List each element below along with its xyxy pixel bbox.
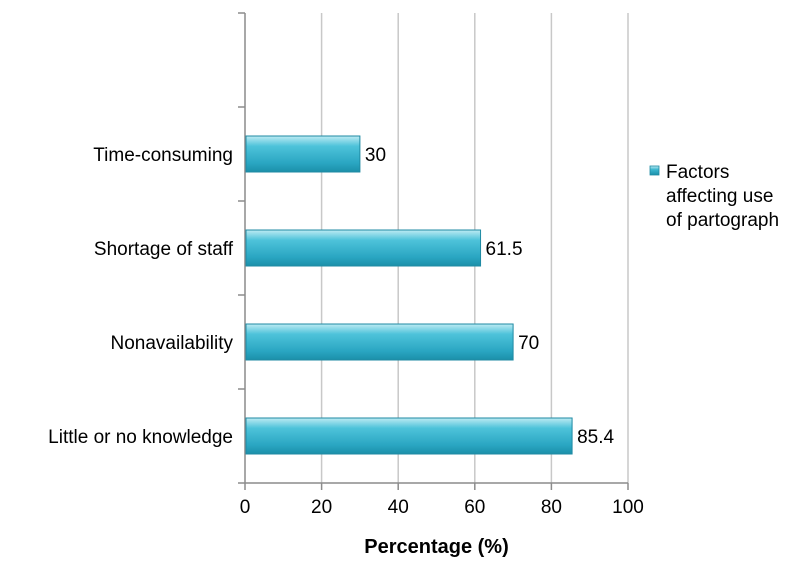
data-label: 61.5 [486, 239, 523, 260]
data-label: 85.4 [577, 427, 614, 448]
x-tick-label: 20 [311, 497, 332, 518]
labels: 0 20 40 60 80 100 Time-consuming 30 Shortage of … [48, 145, 644, 558]
bar [245, 229, 482, 267]
bar [245, 323, 514, 361]
legend-label: Factors [666, 162, 729, 183]
axes [238, 12, 629, 490]
category-label: Little or no knowledge [48, 427, 233, 448]
bar [245, 417, 573, 455]
data-label: 30 [365, 145, 386, 166]
x-tick-label: 40 [388, 497, 409, 518]
legend-label: affecting use [666, 186, 773, 207]
legend: Factors affecting use of partograph [649, 162, 779, 231]
x-tick-label: 80 [541, 497, 562, 518]
x-tick-label: 0 [240, 497, 251, 518]
x-tick-label: 100 [612, 497, 644, 518]
bar [245, 135, 361, 173]
category-label: Time-consuming [93, 145, 233, 166]
bars [245, 135, 573, 455]
legend-swatch [649, 165, 660, 176]
x-axis-title: Percentage (%) [364, 536, 509, 557]
category-label: Shortage of staff [94, 239, 234, 260]
x-tick-label: 60 [464, 497, 485, 518]
data-label: 70 [518, 333, 539, 354]
legend-label: of partograph [666, 210, 779, 231]
category-label: Nonavailability [110, 333, 233, 354]
